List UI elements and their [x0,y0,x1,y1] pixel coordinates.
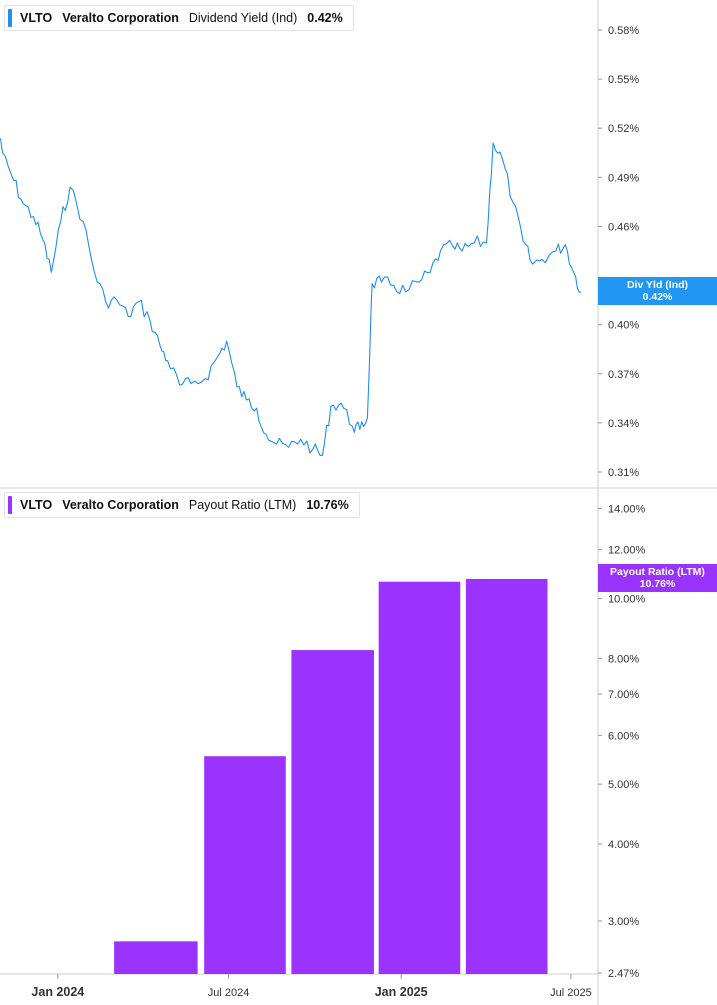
payout-bars-layer [114,578,548,974]
yield-tick-label: 0.40% [608,320,639,332]
payout-bar [204,756,286,974]
yield-tag-label: Div Yld (Ind) [626,278,689,291]
payout-tag-label: Payout Ratio (LTM) [610,565,705,578]
payout-legend-metric: Payout Ratio (LTM) [188,498,297,512]
yield-tick-label: 0.55% [608,74,639,86]
payout-legend: VLTO Veralto Corporation Payout Ratio (L… [4,492,360,518]
payout-bar [291,650,374,974]
payout-current-value-tag: Payout Ratio (LTM) 10.76% [598,563,717,592]
x-tick-label: Jul 2025 [550,987,592,999]
yield-axis-ticks: 0.31% 0.34% 0.37% 0.40% 0.46% 0.49% 0.52% 0.55%… [598,25,639,479]
yield-tick-label: 0.58% [608,25,639,37]
yield-series-line [0,137,582,457]
payout-legend-company: Veralto Corporation [62,498,179,512]
x-tick-label: Jan 2025 [375,985,428,999]
yield-current-value-tag: Div Yld (Ind) 0.42% [598,276,717,305]
payout-axis-ticks: 2.47% 3.00% 4.00% 5.00% 6.00% 7.00% 8.00% 10.00… [598,503,646,980]
payout-tick-label: 2.47% [608,968,639,980]
payout-tick-label: 12.00% [608,545,646,557]
x-axis-ticks: Jan 2024 Jul 2024 Jan 2025 Jul 2025 [31,974,592,999]
payout-tick-label: 6.00% [608,730,639,742]
yield-tick-label: 0.52% [608,123,639,135]
yield-tick-label: 0.31% [608,467,639,479]
payout-tick-label: 5.00% [608,779,639,791]
yield-legend-metric: Dividend Yield (Ind) [188,11,298,25]
yield-tick-label: 0.34% [608,418,639,430]
payout-bar [465,578,548,974]
yield-legend: VLTO Veralto Corporation Dividend Yield … [4,5,354,31]
yield-tick-label: 0.46% [608,221,639,233]
yield-legend-ticker: VLTO [20,11,53,25]
payout-legend-ticker: VLTO [20,498,53,512]
x-tick-label: Jan 2024 [31,985,84,999]
payout-bar [378,581,461,974]
x-tick-label: Jul 2024 [208,987,250,999]
payout-tick-label: 3.00% [608,916,639,928]
payout-tick-label: 7.00% [608,689,639,701]
payout-legend-swatch [8,496,12,514]
yield-legend-swatch [8,9,12,27]
payout-tag-value: 10.76% [639,577,676,590]
payout-tick-label: 4.00% [608,839,639,851]
payout-tick-label: 8.00% [608,653,639,665]
yield-line-layer [0,137,582,457]
yield-tick-label: 0.37% [608,369,639,381]
yield-legend-value: 0.42% [307,11,343,25]
yield-tag-value: 0.42% [642,290,673,303]
yield-legend-company: Veralto Corporation [62,11,179,25]
payout-bar [114,941,198,974]
payout-legend-value: 10.76% [306,498,349,512]
payout-tick-label: 10.00% [608,594,646,606]
payout-tick-label: 14.00% [608,503,646,515]
yield-tick-label: 0.49% [608,172,639,184]
